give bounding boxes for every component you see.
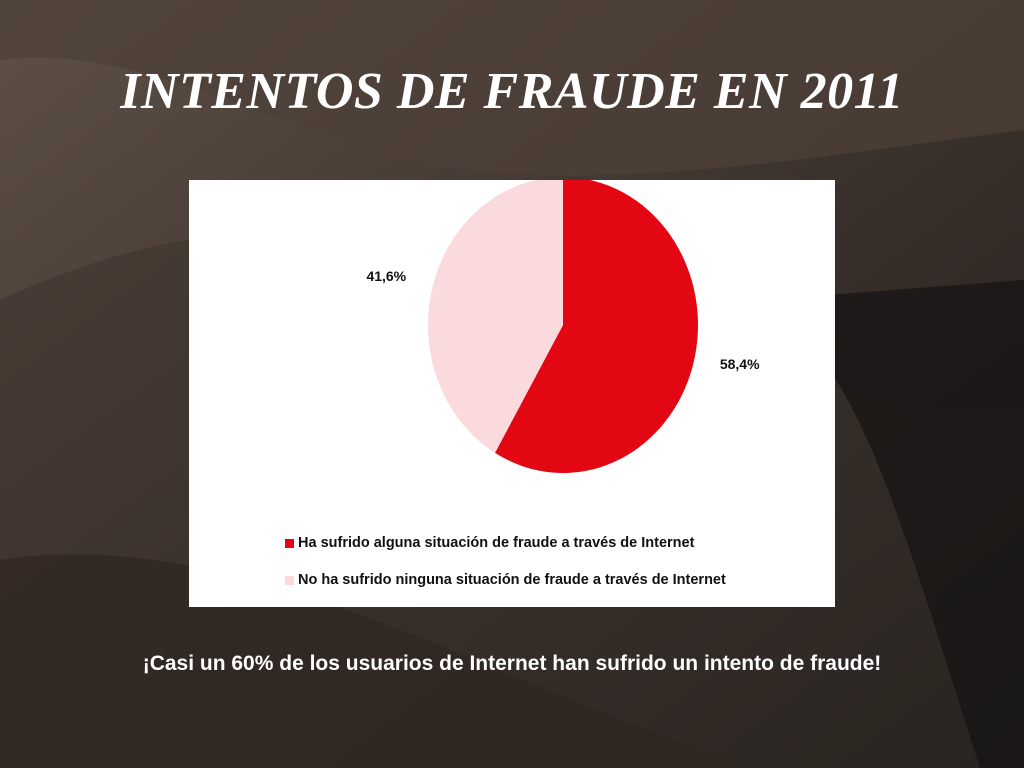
pie-slice-1 <box>495 180 698 473</box>
pie-chart: 58,4% 41,6% <box>366 180 760 473</box>
legend-label: No ha sufrido ninguna situación de fraud… <box>298 572 726 588</box>
legend-label: Ha sufrido alguna situación de fraude a … <box>298 535 695 551</box>
legend-item: Ha sufrido alguna situación de fraude a … <box>285 532 726 554</box>
pie-data-label: 41,6% <box>366 268 406 284</box>
slide-caption: ¡Casi un 60% de los usuarios de Internet… <box>142 652 882 675</box>
pie-slice-2 <box>428 180 563 453</box>
chart-legend: Ha sufrido alguna situación de fraude a … <box>285 532 726 606</box>
legend-item: No ha sufrido ninguna situación de fraud… <box>285 569 726 591</box>
chart-panel: 58,4% 41,6% Ha sufrido alguna situación d… <box>189 180 835 607</box>
slide-title: INTENTOS DE FRAUDE EN 2011 <box>120 63 904 120</box>
pie-data-label: 58,4% <box>720 356 760 372</box>
legend-swatch <box>285 538 294 548</box>
legend-swatch <box>285 575 294 585</box>
